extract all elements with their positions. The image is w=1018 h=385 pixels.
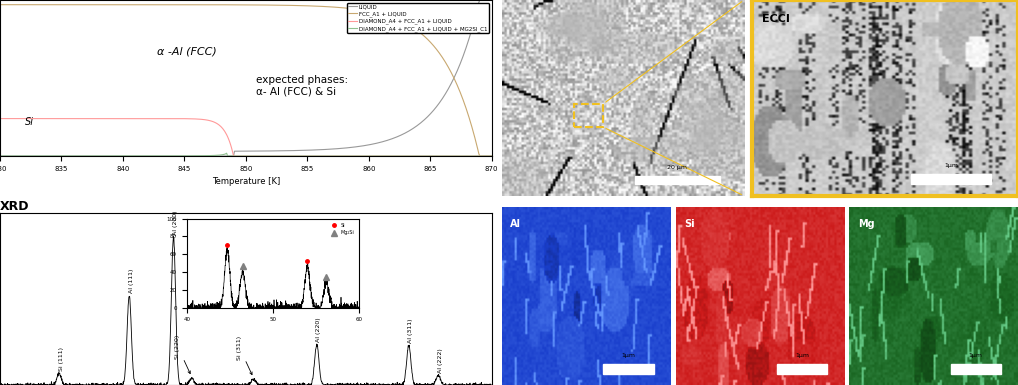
Text: Si (311): Si (311) <box>237 336 252 375</box>
DIAMOND_A4 + FCC_A1 + LIQUID + MG2SI_C1 <box>399 154 411 158</box>
LIQUID <box>230 149 242 154</box>
Text: Al (200): Al (200) <box>173 210 178 235</box>
Text: Al (111): Al (111) <box>129 268 133 293</box>
LIQUID <box>474 0 487 2</box>
DIAMOND_A4 + FCC_A1 + LIQUID <box>231 154 243 158</box>
Bar <box>635 176 720 184</box>
Text: Al (220): Al (220) <box>317 318 322 342</box>
LIQUID <box>473 0 486 2</box>
Text: Mg: Mg <box>858 219 874 229</box>
Text: Al (222): Al (222) <box>438 348 443 373</box>
LIQUID <box>286 148 298 153</box>
Text: 20 μm: 20 μm <box>668 165 687 170</box>
DIAMOND_A4 + FCC_A1 + LIQUID <box>398 154 410 158</box>
DIAMOND_A4 + FCC_A1 + LIQUID <box>227 154 239 158</box>
DIAMOND_A4 + FCC_A1 + LIQUID + MG2SI_C1 <box>222 154 234 158</box>
DIAMOND_A4 + FCC_A1 + LIQUID + MG2SI_C1 <box>0 154 6 158</box>
DIAMOND_A4 + FCC_A1 + LIQUID <box>0 116 6 121</box>
Text: ECCI: ECCI <box>762 14 790 24</box>
FCC_A1 + LIQUID <box>286 3 298 8</box>
Text: α -Al (FCC): α -Al (FCC) <box>158 47 217 57</box>
FCC_A1 + LIQUID <box>474 154 487 158</box>
Line: FCC_A1 + LIQUID: FCC_A1 + LIQUID <box>0 5 492 156</box>
DIAMOND_A4 + FCC_A1 + LIQUID <box>287 154 299 158</box>
Text: Al: Al <box>510 219 521 229</box>
Bar <box>911 174 992 184</box>
FCC_A1 + LIQUID <box>397 20 409 24</box>
DIAMOND_A4 + FCC_A1 + LIQUID + MG2SI_C1 <box>288 154 300 158</box>
DIAMOND_A4 + FCC_A1 + LIQUID + MG2SI_C1 <box>262 154 274 158</box>
Bar <box>777 364 828 374</box>
Bar <box>603 364 654 374</box>
Text: 1μm: 1μm <box>621 353 635 358</box>
Text: Si: Si <box>24 117 34 127</box>
Text: Al (311): Al (311) <box>408 319 413 343</box>
DIAMOND_A4 + FCC_A1 + LIQUID <box>228 154 240 158</box>
FCC_A1 + LIQUID <box>473 154 486 158</box>
DIAMOND_A4 + FCC_A1 + LIQUID <box>474 154 487 158</box>
Text: 1μm: 1μm <box>795 353 809 358</box>
FCC_A1 + LIQUID <box>0 2 6 7</box>
DIAMOND_A4 + FCC_A1 + LIQUID + MG2SI_C1 <box>475 154 488 158</box>
DIAMOND_A4 + FCC_A1 + LIQUID + MG2SI_C1 <box>486 154 498 158</box>
Text: Si (220): Si (220) <box>175 335 190 373</box>
Legend: LIQUID, FCC_A1 + LIQUID, DIAMOND_A4 + FCC_A1 + LIQUID, DIAMOND_A4 + FCC_A1 + LIQ: LIQUID, FCC_A1 + LIQUID, DIAMOND_A4 + FC… <box>346 3 489 33</box>
Line: DIAMOND_A4 + FCC_A1 + LIQUID + MG2SI_C1: DIAMOND_A4 + FCC_A1 + LIQUID + MG2SI_C1 <box>0 153 492 156</box>
DIAMOND_A4 + FCC_A1 + LIQUID + MG2SI_C1 <box>221 151 233 156</box>
Text: Si: Si <box>684 219 694 229</box>
X-axis label: Temperature [K]: Temperature [K] <box>212 177 280 186</box>
Text: 1μm: 1μm <box>945 163 958 168</box>
LIQUID <box>260 149 272 153</box>
DIAMOND_A4 + FCC_A1 + LIQUID + MG2SI_C1 <box>229 154 241 158</box>
Text: Si (111): Si (111) <box>59 347 63 371</box>
LIQUID <box>397 132 409 136</box>
FCC_A1 + LIQUID <box>230 3 242 7</box>
DIAMOND_A4 + FCC_A1 + LIQUID <box>261 154 273 158</box>
FCC_A1 + LIQUID <box>227 3 239 7</box>
Line: LIQUID: LIQUID <box>0 0 492 156</box>
Text: 1μm: 1μm <box>969 353 982 358</box>
Line: DIAMOND_A4 + FCC_A1 + LIQUID: DIAMOND_A4 + FCC_A1 + LIQUID <box>0 119 492 156</box>
FCC_A1 + LIQUID <box>260 3 272 7</box>
Bar <box>951 364 1001 374</box>
Text: expected phases:
α- Al (FCC) & Si: expected phases: α- Al (FCC) & Si <box>256 75 348 97</box>
Text: XRD: XRD <box>0 200 30 213</box>
LIQUID <box>227 154 239 158</box>
LIQUID <box>486 0 498 2</box>
Polygon shape <box>44 365 68 376</box>
LIQUID <box>0 154 6 158</box>
Polygon shape <box>51 367 61 373</box>
DIAMOND_A4 + FCC_A1 + LIQUID + MG2SI_C1 <box>232 154 244 158</box>
FCC_A1 + LIQUID <box>486 154 498 158</box>
DIAMOND_A4 + FCC_A1 + LIQUID <box>486 154 498 158</box>
